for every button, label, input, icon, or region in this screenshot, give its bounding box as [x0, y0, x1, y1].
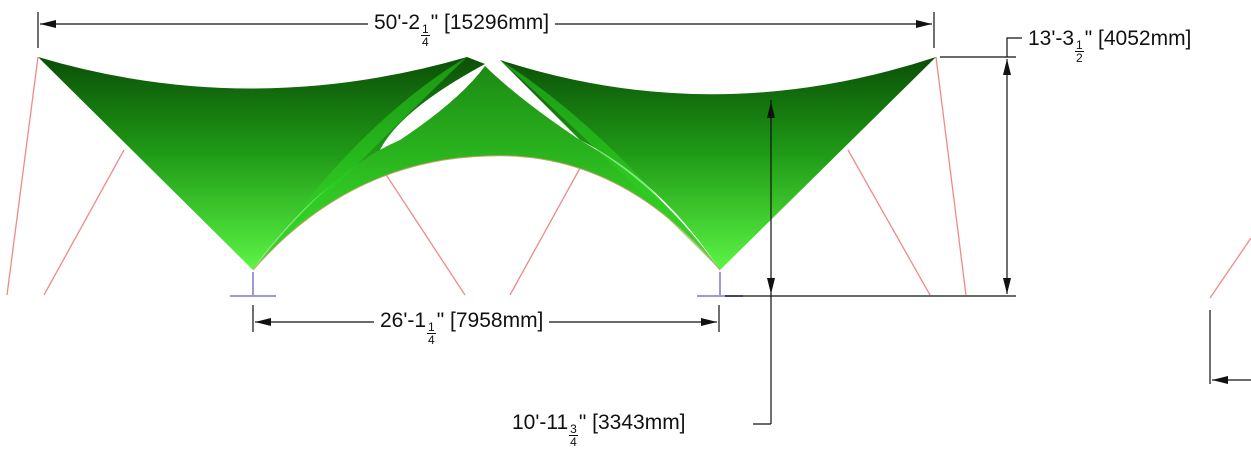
membrane-right-panel — [500, 57, 936, 270]
cable-right-outer — [935, 56, 967, 296]
membrane-center-arch — [253, 66, 720, 270]
post-spacing-label: 26'-1 1 4 " [7958mm] — [374, 310, 550, 347]
cable-right-inner — [847, 149, 931, 296]
low-point-height-label: 10'-11 3 4 " [3343mm] — [510, 411, 688, 449]
cable-group — [6, 56, 1251, 299]
cable-far-right — [1209, 237, 1251, 299]
cable-mid-right — [509, 149, 591, 296]
overall-width-label: 50'-2 1 4 " [15296mm] — [368, 12, 556, 49]
membrane-canopy — [38, 57, 936, 271]
mast-left — [230, 272, 276, 297]
membrane-arch-edge — [252, 155, 721, 271]
cable-left-inner — [43, 149, 125, 296]
cable-mid-left — [382, 169, 466, 296]
membrane-left-panel — [38, 57, 485, 270]
overall-height-label: 13'-3 1 2 " [4052mm] — [1026, 27, 1194, 65]
cable-left-outer — [6, 56, 39, 296]
mast-right — [697, 272, 743, 297]
